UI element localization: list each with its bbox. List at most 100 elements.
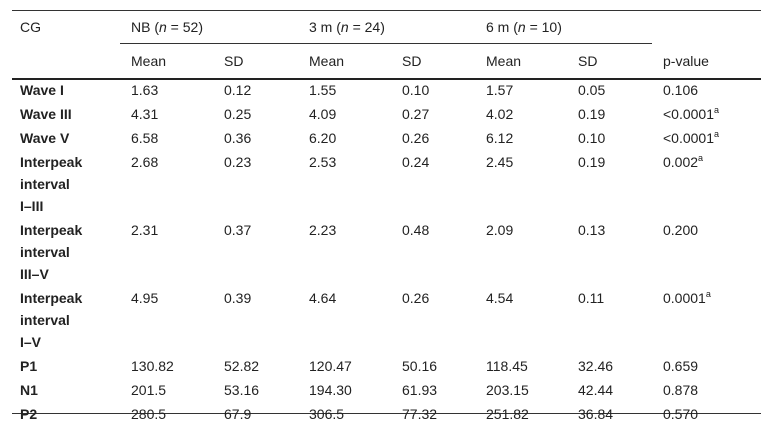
value-cell: 120.47 <box>309 358 352 374</box>
bottom-rule <box>12 413 761 414</box>
value-cell: 53.16 <box>224 382 260 398</box>
group-header-3m: 3 m (n = 24) <box>309 19 385 35</box>
pvalue-cell: 0.200 <box>663 219 698 241</box>
value-cell: 0.48 <box>402 222 430 238</box>
row-label: N1 <box>20 382 38 398</box>
pvalue-text: 0.878 <box>663 382 699 398</box>
value-cell: 0.13 <box>578 222 606 238</box>
value-cell: 0.19 <box>578 154 606 170</box>
pvalue-cell: 0.659 <box>663 355 698 377</box>
value-cell: 4.31 <box>131 106 159 122</box>
pvalue-cell: 0.570 <box>663 403 698 425</box>
row-label: Interpeak <box>20 222 83 238</box>
subheader-sd-nb: SD <box>224 53 244 69</box>
row-label: Interpeak <box>20 154 83 170</box>
value-cell: 4.54 <box>486 290 514 306</box>
value-cell: 1.63 <box>131 82 159 98</box>
value-cell: 0.23 <box>224 154 252 170</box>
significance-marker: a <box>698 153 704 163</box>
subheader-pvalue: p-value <box>663 53 709 69</box>
pvalue-text: 0.570 <box>663 406 699 422</box>
row-label: interval <box>20 176 70 192</box>
value-cell: 130.82 <box>131 358 174 374</box>
value-cell: 67.9 <box>224 406 252 422</box>
value-cell: 0.10 <box>402 82 430 98</box>
pvalue-cell: 0.0001a <box>663 287 711 309</box>
value-cell: 2.31 <box>131 222 159 238</box>
value-cell: 0.24 <box>402 154 430 170</box>
value-cell: 6.12 <box>486 130 514 146</box>
pvalue-cell: <0.0001a <box>663 127 719 149</box>
pvalue-cell: 0.878 <box>663 379 698 401</box>
row-label: Wave V <box>20 130 70 146</box>
value-cell: 42.44 <box>578 382 614 398</box>
value-cell: 2.45 <box>486 154 514 170</box>
value-cell: 1.57 <box>486 82 514 98</box>
value-cell: 4.09 <box>309 106 337 122</box>
row-label: P1 <box>20 358 38 374</box>
value-cell: 50.16 <box>402 358 438 374</box>
pvalue-text: <0.0001 <box>663 106 714 122</box>
header-rule <box>12 78 761 80</box>
pvalue-text: 0.200 <box>663 222 699 238</box>
subheader-sd-3m: SD <box>402 53 422 69</box>
group-header-nb: NB (n = 52) <box>131 19 203 35</box>
pvalue-text: <0.0001 <box>663 130 714 146</box>
group-underline <box>120 43 652 44</box>
value-cell: 0.27 <box>402 106 430 122</box>
pvalue-text: 0.106 <box>663 82 699 98</box>
value-cell: 2.23 <box>309 222 337 238</box>
row-label: Wave I <box>20 82 64 98</box>
value-cell: 2.53 <box>309 154 337 170</box>
value-cell: 6.20 <box>309 130 337 146</box>
value-cell: 201.5 <box>131 382 167 398</box>
value-cell: 0.26 <box>402 130 430 146</box>
group-header-6m: 6 m (n = 10) <box>486 19 562 35</box>
group-label: CG <box>20 19 41 35</box>
value-cell: 194.30 <box>309 382 352 398</box>
value-cell: 203.15 <box>486 382 529 398</box>
pvalue-cell: 0.002a <box>663 151 703 173</box>
significance-marker: a <box>714 105 720 115</box>
pvalue-text: 0.0001 <box>663 290 706 306</box>
value-cell: 61.93 <box>402 382 438 398</box>
value-cell: 306.5 <box>309 406 345 422</box>
top-rule <box>12 10 761 11</box>
value-cell: 52.82 <box>224 358 260 374</box>
value-cell: 0.37 <box>224 222 252 238</box>
row-label: I–V <box>20 334 42 350</box>
value-cell: 2.09 <box>486 222 514 238</box>
value-cell: 0.12 <box>224 82 252 98</box>
value-cell: 0.19 <box>578 106 606 122</box>
value-cell: 0.05 <box>578 82 606 98</box>
pvalue-cell: <0.0001a <box>663 103 719 125</box>
value-cell: 0.11 <box>578 290 605 306</box>
row-label: III–V <box>20 266 49 282</box>
pvalue-text: 0.659 <box>663 358 699 374</box>
value-cell: 32.46 <box>578 358 614 374</box>
significance-marker: a <box>705 289 711 299</box>
row-label: Wave III <box>20 106 72 122</box>
value-cell: 0.36 <box>224 130 252 146</box>
row-label: Interpeak <box>20 290 83 306</box>
value-cell: 2.68 <box>131 154 159 170</box>
value-cell: 280.5 <box>131 406 167 422</box>
row-label: interval <box>20 312 70 328</box>
value-cell: 4.64 <box>309 290 337 306</box>
value-cell: 0.10 <box>578 130 606 146</box>
value-cell: 36.84 <box>578 406 614 422</box>
pvalue-cell: 0.106 <box>663 79 698 101</box>
significance-marker: a <box>714 129 720 139</box>
row-label: P2 <box>20 406 38 422</box>
value-cell: 6.58 <box>131 130 159 146</box>
value-cell: 77.32 <box>402 406 438 422</box>
subheader-mean-3m: Mean <box>309 53 345 69</box>
value-cell: 0.26 <box>402 290 430 306</box>
value-cell: 118.45 <box>486 358 528 374</box>
subheader-mean-nb: Mean <box>131 53 167 69</box>
value-cell: 1.55 <box>309 82 337 98</box>
value-cell: 0.25 <box>224 106 252 122</box>
value-cell: 4.95 <box>131 290 159 306</box>
value-cell: 4.02 <box>486 106 514 122</box>
